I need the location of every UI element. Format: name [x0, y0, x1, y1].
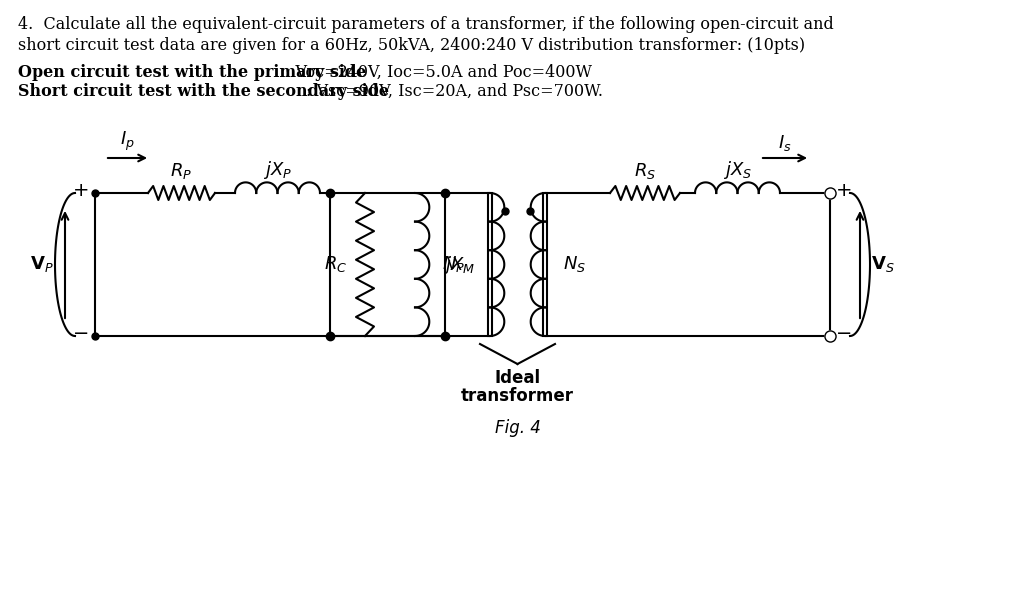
Text: $jX_P$: $jX_P$: [263, 159, 292, 181]
Text: $R_S$: $R_S$: [634, 161, 656, 181]
Text: 4.  Calculate all the equivalent-circuit parameters of a transformer, if the fol: 4. Calculate all the equivalent-circuit …: [18, 16, 834, 33]
Text: $\mathbf{V}_S$: $\mathbf{V}_S$: [871, 255, 895, 274]
Text: $N_S$: $N_S$: [563, 255, 586, 274]
Text: +: +: [73, 181, 89, 200]
Text: $R_C$: $R_C$: [324, 255, 347, 274]
Text: −: −: [836, 324, 852, 343]
Text: $\mathit{I_p}$: $\mathit{I_p}$: [120, 130, 135, 153]
Text: short circuit test data are given for a 60Hz, 50kVA, 2400:240 V distribution tra: short circuit test data are given for a …: [18, 37, 805, 54]
Text: : Vsc=90V, Isc=20A, and Psc=700W.: : Vsc=90V, Isc=20A, and Psc=700W.: [306, 83, 603, 100]
Text: transformer: transformer: [461, 387, 574, 405]
Text: $R_P$: $R_P$: [170, 161, 193, 181]
Text: $N_P$: $N_P$: [442, 255, 465, 274]
Text: Ideal: Ideal: [495, 369, 541, 387]
Text: Short circuit test with the secondary side: Short circuit test with the secondary si…: [18, 83, 389, 100]
Text: −: −: [73, 324, 89, 343]
Text: +: +: [836, 181, 852, 200]
Text: $\mathit{I_s}$: $\mathit{I_s}$: [778, 133, 792, 153]
Text: $jX_M$: $jX_M$: [443, 254, 475, 275]
Text: $\mathbf{V}_P$: $\mathbf{V}_P$: [30, 255, 54, 274]
Text: $jX_S$: $jX_S$: [723, 159, 752, 181]
Text: Fig. 4: Fig. 4: [495, 419, 541, 437]
Text: Open circuit test with the primary side: Open circuit test with the primary side: [18, 64, 367, 81]
Text: : Voc=240V, Ioc=5.0A and Poc=400W: : Voc=240V, Ioc=5.0A and Poc=400W: [285, 64, 592, 81]
